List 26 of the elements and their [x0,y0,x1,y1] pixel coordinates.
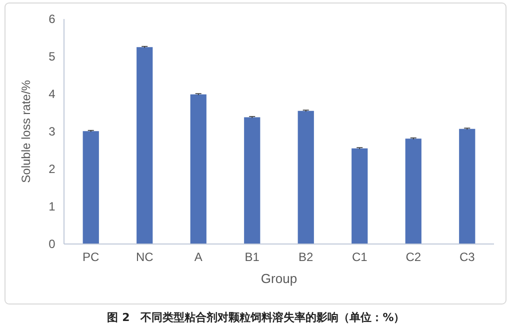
y-tick-label: 6 [48,12,56,26]
x-tick-label: A [194,250,202,264]
bar [405,138,422,244]
bar [298,110,314,244]
y-tick-label: 0 [48,237,56,251]
y-tick-label: 3 [48,124,56,138]
x-tick-label: C1 [352,250,368,264]
x-axis-title: Group [260,271,298,286]
y-axis-title: Soluble loss rate/% [19,80,33,183]
x-tick-label: C3 [459,250,476,264]
bar [190,94,206,244]
x-tick-label: PC [82,250,100,264]
x-tick-label: C2 [406,250,422,264]
bar [459,128,476,244]
x-tick-label: B2 [298,250,314,264]
y-tick-label: 1 [48,200,56,214]
x-tick-label: B1 [244,250,260,264]
y-tick-label: 2 [48,162,56,176]
y-tick-label: 5 [48,50,56,64]
bar [82,131,99,244]
y-tick-label: 4 [48,87,56,101]
bar [244,117,260,244]
bar [136,47,153,244]
caption: 图 2 不同类型粘合剂对颗粒饲料溶失率的影响（单位：%） [107,311,405,324]
bar [352,148,368,244]
x-tick-label: NC [136,250,154,264]
